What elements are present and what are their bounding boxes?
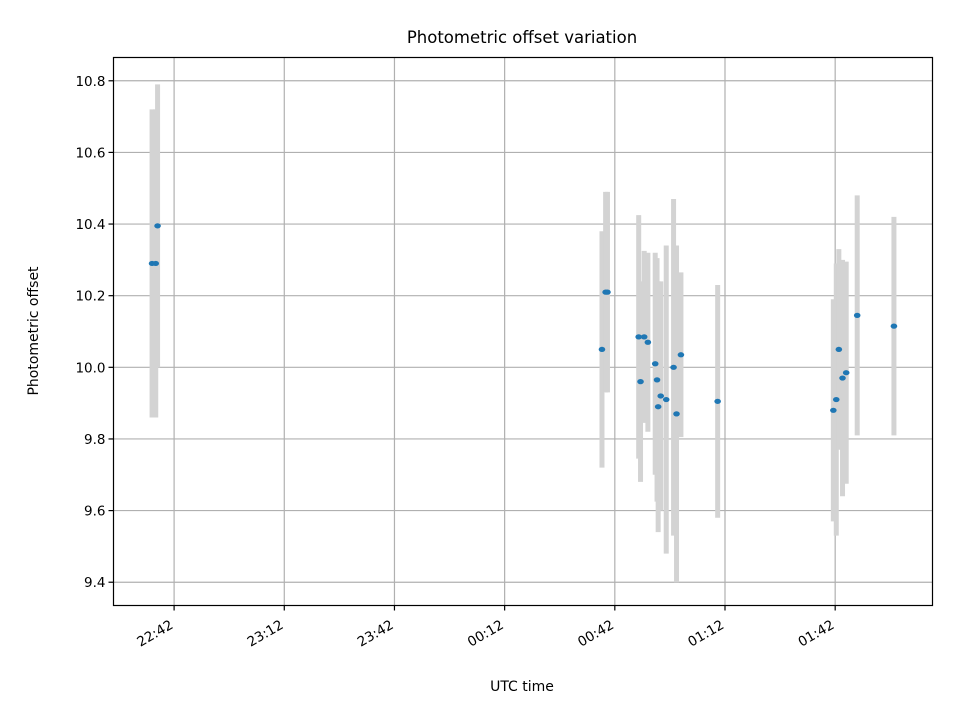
y-tick-label: 9.8 bbox=[84, 432, 105, 448]
data-point bbox=[653, 377, 661, 383]
y-tick-label: 10.4 bbox=[75, 217, 105, 233]
data-point bbox=[635, 334, 642, 340]
x-axis-label: UTC time bbox=[490, 679, 554, 695]
data-points bbox=[148, 223, 898, 417]
data-point bbox=[598, 346, 606, 353]
data-point bbox=[673, 411, 680, 417]
data-point bbox=[832, 396, 840, 403]
data-point bbox=[640, 334, 648, 340]
data-point bbox=[637, 379, 644, 385]
data-point bbox=[651, 361, 659, 367]
y-tick-label: 10.8 bbox=[75, 74, 105, 90]
data-point bbox=[830, 407, 837, 413]
y-tick-label: 10.6 bbox=[75, 145, 105, 161]
y-tick-label: 10.0 bbox=[75, 360, 105, 376]
data-point bbox=[835, 346, 843, 353]
data-point bbox=[839, 375, 846, 381]
grid-lines bbox=[113, 57, 933, 606]
y-axis-label: Photometric offset bbox=[26, 266, 42, 396]
data-point bbox=[604, 289, 611, 295]
y-tick-label: 10.2 bbox=[75, 289, 105, 305]
data-point bbox=[654, 404, 662, 410]
data-point bbox=[890, 323, 898, 329]
y-tick-label: 9.6 bbox=[84, 504, 105, 520]
data-point bbox=[670, 364, 677, 370]
data-point bbox=[644, 339, 652, 345]
data-point bbox=[842, 370, 850, 376]
data-point bbox=[714, 398, 721, 404]
data-point bbox=[677, 352, 685, 358]
chart-title: Photometric offset variation bbox=[407, 28, 637, 47]
data-point bbox=[154, 223, 161, 229]
y-tick-label: 9.4 bbox=[84, 575, 105, 591]
data-point bbox=[662, 396, 670, 403]
data-point bbox=[853, 312, 861, 318]
plot-frame bbox=[112, 56, 934, 607]
data-point bbox=[152, 260, 160, 267]
data-point bbox=[657, 393, 665, 399]
